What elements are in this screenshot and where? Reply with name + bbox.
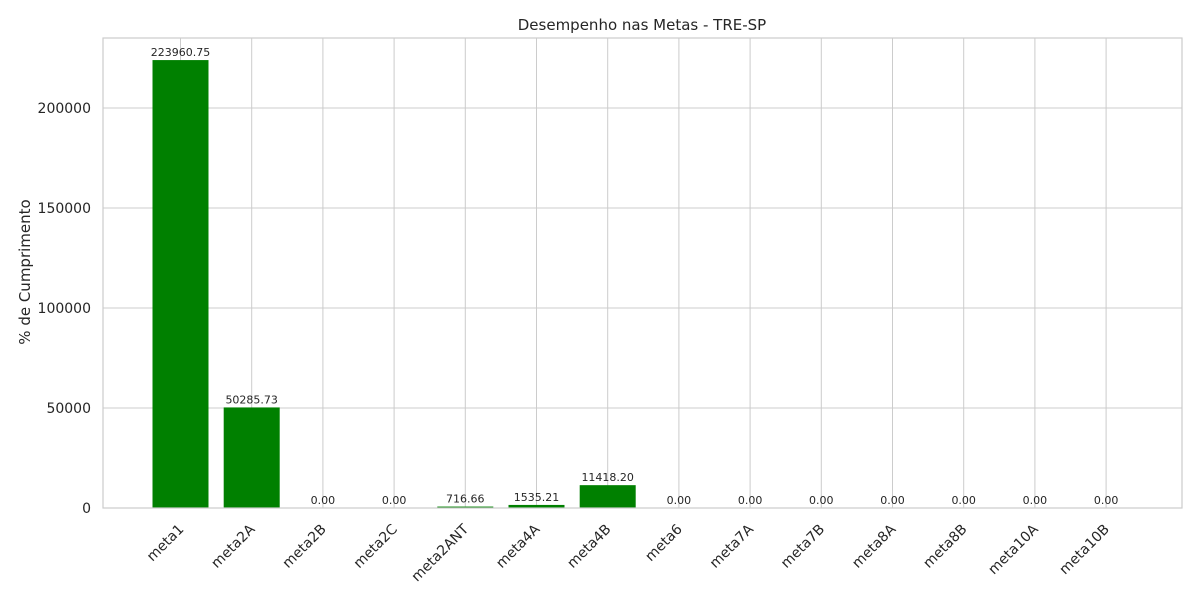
x-tick-label: meta6 [642, 521, 685, 564]
data-label-meta8B: 0.00 [951, 494, 976, 507]
x-tick-label: meta7A [707, 521, 757, 571]
x-tick-label: meta8B [920, 522, 970, 572]
bar-meta4A [508, 504, 565, 508]
plot-frame [102, 37, 1183, 509]
x-tick-label: meta10A [985, 521, 1042, 578]
data-label-meta4B: 11418.20 [581, 471, 634, 484]
y-tick-label: 0 [82, 501, 91, 517]
bar-meta1 [152, 60, 209, 509]
x-tick-labels: meta1 meta2A meta2B meta2C meta2ANT meta4A met… [144, 521, 1113, 585]
bars [152, 60, 636, 509]
data-label-meta1: 223960.75 [151, 46, 211, 59]
x-tick-label: meta8A [849, 521, 899, 571]
x-tick-label: meta10B [1057, 522, 1113, 578]
bar-meta4B [579, 485, 636, 508]
bar-meta2ANT [437, 506, 494, 508]
data-label-meta10B: 0.00 [1094, 494, 1119, 507]
y-axis-label: % de Cumprimento [16, 199, 34, 344]
data-labels: 223960.75 50285.73 0.00 0.00 716.66 1535.21 11… [151, 46, 1119, 507]
x-tick-label: meta1 [144, 522, 187, 565]
data-label-meta4A: 1535.21 [514, 491, 560, 504]
data-label-meta2C: 0.00 [382, 494, 407, 507]
x-tick-label: meta7B [778, 522, 828, 572]
y-tick-labels: 0 50000 100000 150000 200000 [38, 101, 91, 517]
x-tick-label: meta2A [208, 521, 258, 571]
x-tick-label: meta4B [564, 522, 614, 572]
bar-meta2A [223, 407, 280, 508]
data-label-meta7A: 0.00 [738, 494, 763, 507]
chart-title: Desempenho nas Metas - TRE-SP [518, 16, 766, 34]
data-label-meta2ANT: 716.66 [446, 493, 485, 506]
data-label-meta10A: 0.00 [1023, 494, 1048, 507]
data-label-meta2A: 50285.73 [225, 393, 278, 406]
x-tick-label: meta2C [351, 521, 401, 571]
y-tick-label: 200000 [38, 101, 91, 117]
data-label-meta8A: 0.00 [880, 494, 905, 507]
y-tick-label: 50000 [46, 401, 91, 417]
data-label-meta6: 0.00 [667, 494, 692, 507]
x-tick-label: meta4A [493, 521, 543, 571]
y-tick-label: 150000 [38, 201, 91, 217]
data-label-meta7B: 0.00 [809, 494, 834, 507]
y-tick-label: 100000 [38, 301, 91, 317]
data-label-meta2B: 0.00 [311, 494, 336, 507]
x-tick-label: meta2ANT [409, 521, 473, 585]
x-tick-label: meta2B [280, 522, 330, 572]
